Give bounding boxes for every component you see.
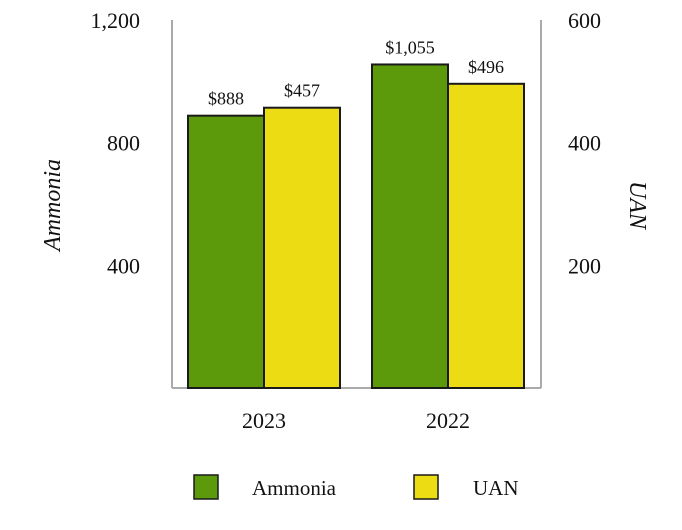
left-axis-ticks: 400 800 1,200 (91, 8, 141, 278)
right-tick-label: 400 (568, 131, 601, 156)
category-label: 2022 (426, 408, 470, 433)
bar-ammonia-2022 (371, 63, 449, 389)
left-axis-title: Ammonia (40, 159, 66, 253)
bars (187, 63, 525, 390)
bar-uan-2023 (263, 106, 341, 389)
data-label-ammonia-2022: $1,055 (385, 37, 435, 57)
left-tick-label: 400 (107, 253, 140, 278)
left-tick-label: 800 (107, 131, 140, 156)
legend-label-uan: UAN (473, 476, 519, 500)
data-label-uan-2023: $457 (284, 81, 320, 101)
legend: Ammonia UAN (193, 474, 519, 500)
data-labels: $888 $457 $1,055 $496 (208, 37, 504, 108)
right-axis-title: UAN (624, 181, 650, 231)
data-label-uan-2022: $496 (468, 57, 504, 77)
category-labels: 2023 2022 (242, 408, 470, 433)
legend-swatch-ammonia (193, 474, 219, 500)
right-axis-ticks: 200 400 600 (568, 8, 601, 278)
right-tick-label: 200 (568, 253, 601, 278)
bar-ammonia-2023 (187, 114, 265, 390)
bar-uan-2022 (447, 82, 525, 390)
right-tick-label: 600 (568, 8, 601, 33)
category-label: 2023 (242, 408, 286, 433)
legend-label-ammonia: Ammonia (252, 476, 337, 500)
data-label-ammonia-2023: $888 (208, 89, 244, 109)
left-tick-label: 1,200 (91, 8, 141, 33)
legend-swatch-uan (413, 474, 439, 500)
